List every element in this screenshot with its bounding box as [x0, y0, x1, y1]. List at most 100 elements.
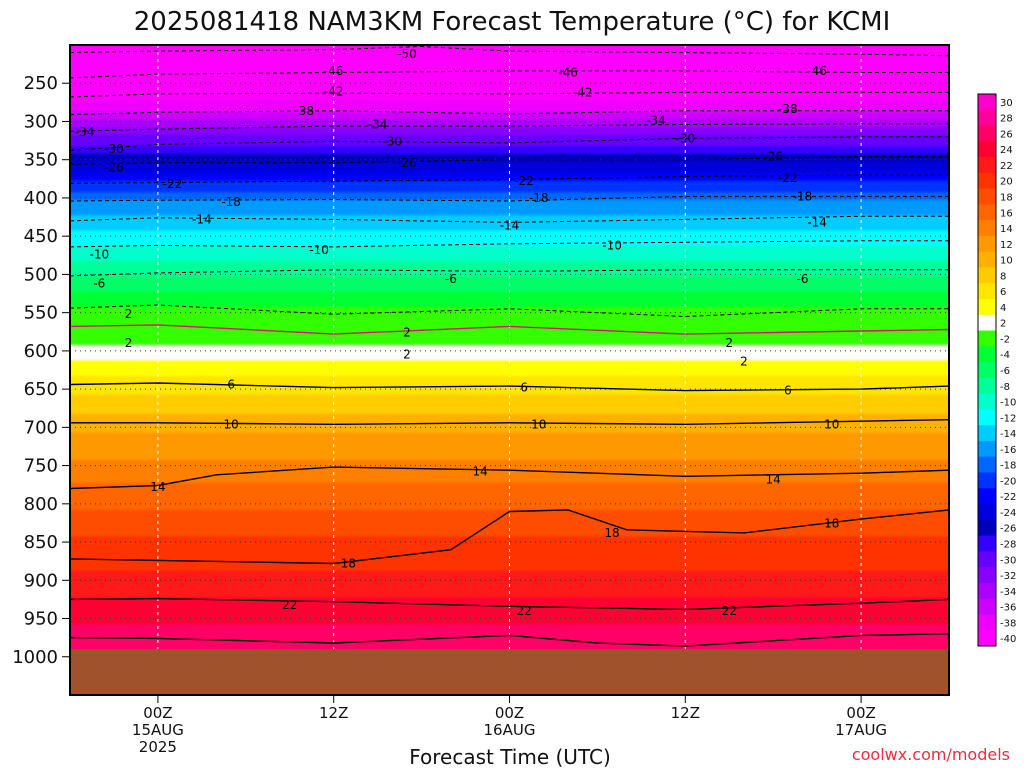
contour-line — [70, 45, 949, 57]
x-tick-label: 17AUG — [835, 721, 887, 739]
contour-lines — [70, 45, 949, 647]
contour-label: 2 — [125, 307, 133, 321]
colorbar-label: 26 — [1000, 129, 1013, 140]
contour-line — [70, 304, 949, 318]
x-tick-label: 16AUG — [484, 721, 536, 739]
x-tick-label: 15AUG — [132, 721, 184, 739]
contour-label: -22 — [514, 174, 534, 188]
colorbar-label: -22 — [1000, 492, 1016, 503]
colorbar-label: -26 — [1000, 524, 1016, 535]
contour-label: -18 — [793, 189, 813, 203]
colorbar-swatch — [978, 551, 996, 568]
contour-label: 2 — [403, 348, 411, 362]
y-tick-label: 500 — [24, 264, 58, 285]
contour-label: -26 — [397, 156, 417, 170]
contour-label: -46 — [324, 64, 344, 78]
contour-label: 22 — [282, 598, 297, 612]
y-tick-label: 350 — [24, 150, 58, 171]
colorbar-label: 10 — [1000, 256, 1013, 267]
x-tick-label: 2025 — [139, 738, 177, 756]
colorbar-swatch — [978, 614, 996, 631]
contour-label: -18 — [529, 191, 549, 205]
contour-label: -14 — [500, 218, 520, 232]
contour-label: 10 — [824, 417, 839, 431]
colorbar-swatch — [978, 220, 996, 237]
colorbar-swatch — [978, 535, 996, 552]
contour-label: 14 — [766, 472, 781, 486]
contour-labels: -50 -46 -46 -46 -42 -42 -38 -38 -34 -34 -34 -30 -30 -… — [75, 47, 840, 618]
contour-label: 10 — [531, 417, 546, 431]
colorbar-swatch — [978, 393, 996, 410]
contour-label: -42 — [573, 85, 593, 99]
contour-label: -10 — [602, 238, 622, 252]
colorbar-label: -30 — [1000, 555, 1016, 566]
colorbar-label: 14 — [1000, 224, 1013, 235]
colorbar-swatch — [978, 472, 996, 489]
colorbar-label: -4 — [1000, 350, 1010, 361]
contour-label: -38 — [778, 102, 798, 116]
contour-label: 14 — [150, 480, 165, 494]
contour-label: 18 — [341, 556, 356, 570]
contour-line — [70, 269, 949, 277]
colorbar-frame — [977, 93, 997, 647]
contour-label: -26 — [763, 150, 783, 164]
colorbar-swatch — [978, 299, 996, 316]
colorbar-label: -28 — [1000, 539, 1016, 550]
contour-line — [70, 174, 949, 184]
colorbar-label: -6 — [1000, 366, 1010, 377]
colorbar-label: -8 — [1000, 382, 1010, 393]
colorbar-swatch — [978, 188, 996, 205]
x-tick-label: 12Z — [319, 704, 348, 722]
contour-line — [70, 382, 949, 392]
colorbar-swatch — [978, 362, 996, 379]
colorbar-swatch — [978, 377, 996, 395]
contour-line — [70, 633, 949, 647]
colorbar-swatch — [978, 440, 996, 458]
contour-label: -42 — [324, 85, 344, 99]
contour-label: 2 — [725, 336, 733, 350]
colorbar-swatch — [978, 488, 996, 505]
contour-label: -6 — [445, 272, 457, 286]
contour-label: 22 — [517, 604, 532, 618]
y-tick-label: 450 — [24, 226, 58, 247]
contour-label: -18 — [221, 195, 241, 209]
contour-line — [70, 195, 949, 202]
colorbar-label: 18 — [1000, 193, 1013, 204]
x-tick-label: 00Z — [846, 704, 875, 722]
contour-label: 18 — [604, 526, 619, 540]
credit-text: coolwx.com/models — [852, 745, 1010, 764]
colorbar-label: -20 — [1000, 476, 1016, 487]
contour-label: 6 — [784, 384, 792, 398]
colorbar-label: 6 — [1000, 287, 1006, 298]
colorbar-swatch — [978, 582, 996, 600]
colorbar-swatch — [978, 283, 996, 300]
colorbar-label: 2 — [1000, 319, 1006, 330]
x-tick-label: 00Z — [495, 704, 524, 722]
contour-label: 14 — [473, 465, 488, 479]
contour-label: -22 — [163, 177, 183, 191]
x-tick-label: 00Z — [143, 704, 172, 722]
colorbar-label: -18 — [1000, 461, 1016, 472]
colorbar-swatch — [978, 251, 996, 268]
contour-label: -50 — [397, 47, 417, 61]
colorbar-label: 28 — [1000, 114, 1013, 125]
y-tick-label: 950 — [24, 609, 58, 630]
colorbar-label: 22 — [1000, 161, 1013, 172]
colorbar-label: 12 — [1000, 240, 1013, 251]
contour-label: 2 — [403, 326, 411, 340]
y-tick-label: 1000 — [12, 647, 58, 668]
colorbar-label: -16 — [1000, 445, 1016, 456]
y-axis-ticks: 250 300 350 400 450 500 550 600 650 700 750 800 850 9… — [12, 73, 70, 668]
contour-label: -34 — [75, 125, 95, 139]
contour-label: -30 — [675, 131, 695, 145]
colorbar-swatch — [978, 314, 996, 332]
colorbar-swatch — [978, 125, 996, 142]
colorbar-label: 16 — [1000, 208, 1013, 219]
contour-label: -10 — [309, 243, 329, 257]
colorbar-swatch — [978, 409, 996, 426]
contour-label: -38 — [295, 104, 315, 118]
contour-label: 2 — [125, 336, 133, 350]
colorbar: 30 28 26 24 22 20 18 16 14 12 10 8 6 4 2 -2 -4 -6 -8 -10 -12… — [977, 93, 1016, 647]
